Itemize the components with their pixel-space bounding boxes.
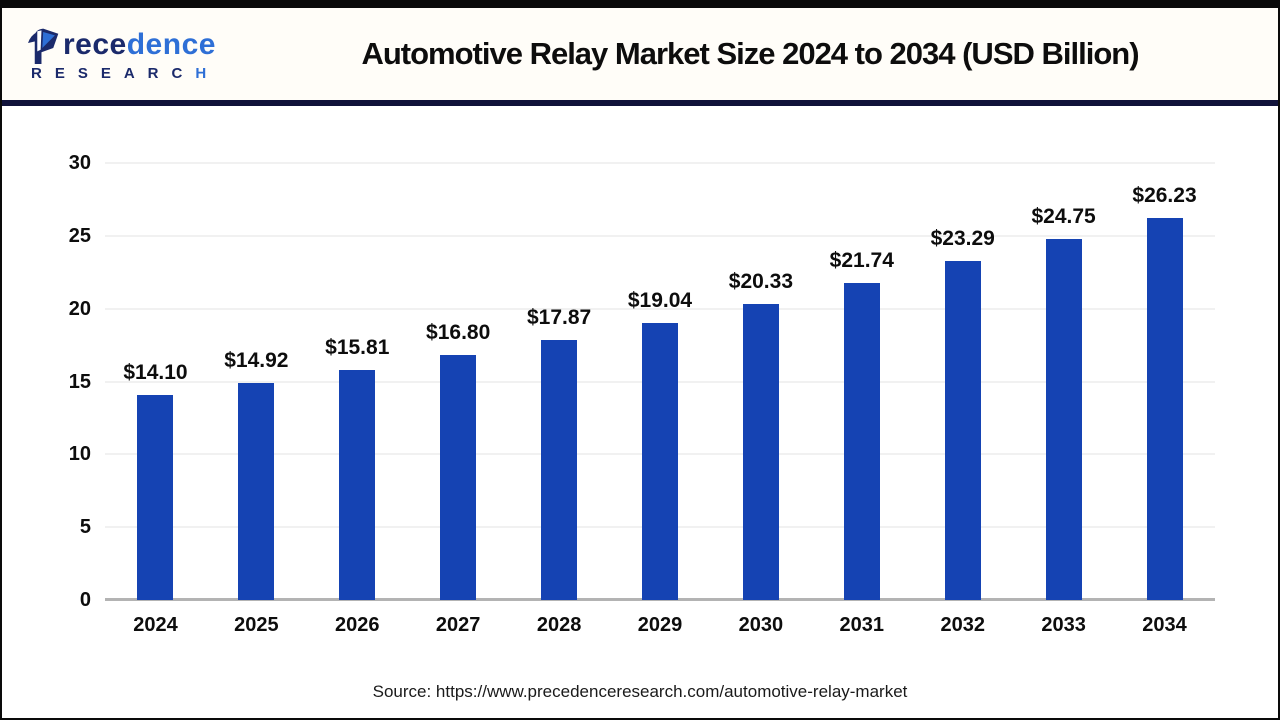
bar-column: $14.92 2025 — [206, 163, 307, 636]
gridline — [105, 162, 1215, 164]
x-axis-label: 2033 — [1041, 614, 1086, 636]
bar-column: $24.75 2033 — [1013, 163, 1114, 636]
logo-brand-row: recedence — [27, 27, 292, 64]
logo-research-dark: RESEARC — [31, 64, 196, 82]
logo-brand-text: recedence — [63, 28, 216, 62]
bar-value-label: $14.92 — [224, 348, 289, 372]
gridline — [105, 234, 1215, 237]
bar-column: $23.29 2032 — [912, 163, 1013, 636]
gridline — [105, 307, 1215, 310]
bar-value-label: $21.74 — [829, 249, 894, 273]
x-axis-label: 2024 — [133, 614, 178, 636]
bar-value-label: $15.81 — [325, 335, 390, 359]
x-axis-label: 2034 — [1142, 614, 1187, 636]
x-axis-label: 2028 — [536, 614, 582, 636]
bar-column: $15.81 2026 — [307, 163, 408, 636]
plot-area: 0 5 10 15 20 25 30 $14.10 2024 $14.92 2025 $15.81 20… — [69, 153, 1215, 636]
bars-container: $14.10 2024 $14.92 2025 $15.81 2026 $16.80 2027… — [105, 163, 1215, 636]
bar-2032 — [944, 260, 981, 600]
y-tick-label: 15 — [68, 370, 91, 393]
header-divider — [2, 100, 1278, 106]
x-axis-label: 2031 — [839, 614, 885, 636]
bar-column: $16.80 2027 — [408, 163, 509, 636]
top-border-bar — [2, 0, 1278, 8]
precedence-logo-p-icon — [28, 28, 59, 64]
bar-column: $26.23 2034 — [1114, 163, 1215, 636]
bar-value-label: $26.23 — [1132, 183, 1197, 207]
bar-value-label: $23.29 — [930, 226, 995, 250]
bar-2028 — [541, 339, 578, 600]
x-axis-label: 2025 — [234, 614, 279, 636]
bar-value-label: $17.87 — [526, 305, 592, 329]
chart-area: 0 5 10 15 20 25 30 $14.10 2024 $14.92 2025 $15.81 20… — [2, 106, 1278, 718]
y-tick-label: 5 — [79, 516, 91, 539]
bar-column: $17.87 2028 — [509, 163, 610, 636]
bar-value-label: $20.33 — [728, 269, 794, 293]
y-tick-label: 20 — [68, 297, 91, 320]
bar-value-label: $19.04 — [627, 288, 693, 312]
bar-2030 — [742, 303, 779, 600]
bar-value-label: $24.75 — [1031, 205, 1096, 229]
bar-2027 — [440, 355, 477, 600]
bar-2025 — [238, 382, 275, 600]
logo-research-text: RESEARCH — [27, 65, 292, 82]
bar-column: $19.04 2029 — [610, 163, 711, 636]
chart-title: Automotive Relay Market Size 2024 to 203… — [361, 36, 1139, 71]
bar-value-label: $16.80 — [426, 321, 491, 345]
y-tick-label: 30 — [68, 152, 91, 174]
logo-research-light: H — [195, 64, 220, 82]
header: recedence RESEARCH Automotive Relay Mark… — [2, 8, 1278, 100]
bar-column: $21.74 2031 — [811, 163, 912, 636]
x-axis-label: 2032 — [940, 614, 985, 636]
source-text: Source: https://www.precedenceresearch.c… — [372, 682, 908, 701]
bar-value-label: $14.10 — [123, 360, 188, 384]
x-axis-label: 2029 — [637, 614, 683, 636]
bar-2034 — [1146, 217, 1183, 600]
bar-2033 — [1045, 239, 1082, 600]
bar-column: $14.10 2024 — [105, 163, 206, 636]
y-tick-label: 25 — [68, 224, 91, 247]
bar-2024 — [137, 394, 174, 600]
y-tick-label: 10 — [68, 443, 91, 466]
bar-2029 — [641, 322, 678, 600]
y-tick-label: 0 — [79, 589, 91, 611]
x-axis-label: 2026 — [335, 614, 380, 636]
logo-brand-light: dence — [126, 28, 216, 61]
logo-brand-dark: rece — [63, 28, 127, 61]
precedence-logo: recedence RESEARCH — [27, 27, 292, 82]
bar-column: $20.33 2030 — [710, 163, 811, 636]
bar-2026 — [339, 369, 376, 600]
bar-2031 — [843, 283, 880, 600]
x-axis-label: 2030 — [738, 614, 784, 636]
x-axis-label: 2027 — [435, 614, 481, 636]
